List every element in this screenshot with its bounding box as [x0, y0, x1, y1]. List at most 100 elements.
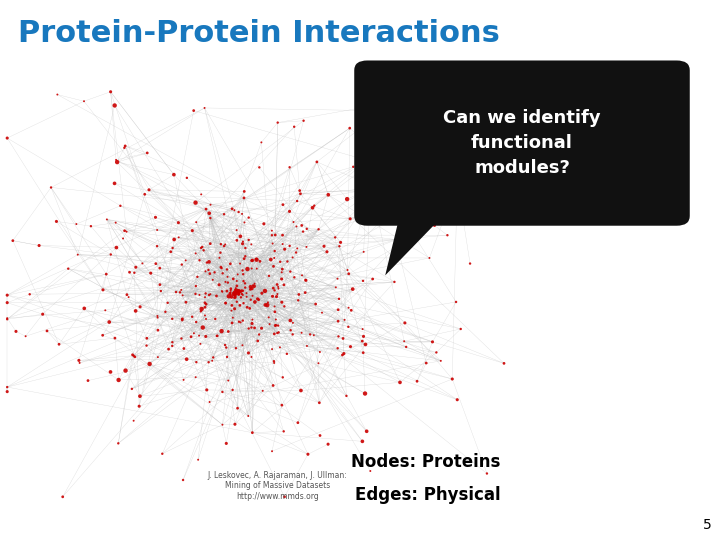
Point	[264, 320, 275, 328]
Point	[338, 349, 350, 358]
Point	[260, 301, 271, 309]
Point	[214, 253, 225, 262]
Point	[190, 318, 202, 326]
Point	[145, 269, 156, 278]
Point	[235, 287, 247, 296]
Point	[165, 247, 176, 256]
Point	[268, 357, 279, 366]
Point	[221, 265, 233, 274]
Point	[194, 340, 206, 348]
Point	[292, 296, 304, 305]
Point	[112, 158, 123, 166]
Point	[253, 295, 264, 304]
Point	[238, 277, 249, 286]
Point	[154, 280, 166, 289]
Point	[119, 144, 130, 152]
Point	[217, 269, 228, 278]
Point	[231, 276, 243, 285]
Point	[201, 386, 212, 394]
Point	[251, 255, 262, 264]
Point	[307, 204, 318, 212]
Point	[357, 325, 369, 333]
Point	[226, 301, 238, 310]
Point	[356, 203, 368, 212]
Point	[274, 343, 286, 352]
Point	[274, 258, 286, 266]
Point	[300, 276, 312, 285]
Point	[121, 227, 132, 236]
Point	[284, 207, 295, 215]
Point	[129, 268, 140, 277]
Point	[287, 253, 298, 262]
Point	[185, 333, 197, 341]
Point	[389, 98, 400, 106]
Point	[323, 440, 334, 449]
Point	[287, 319, 299, 327]
Point	[330, 233, 341, 242]
Point	[176, 316, 188, 325]
Point	[233, 290, 244, 299]
Point	[284, 267, 296, 276]
Point	[270, 321, 282, 329]
Point	[269, 231, 281, 239]
Point	[389, 278, 400, 286]
Point	[259, 287, 271, 295]
Point	[427, 338, 438, 346]
Point	[101, 215, 112, 224]
Point	[296, 221, 307, 230]
Point	[134, 392, 145, 401]
Point	[232, 270, 243, 279]
Point	[231, 287, 243, 296]
Point	[284, 316, 296, 325]
Text: Edges: Physical: Edges: Physical	[355, 485, 500, 503]
Point	[239, 279, 251, 288]
Point	[220, 341, 231, 349]
Point	[237, 266, 248, 275]
Point	[195, 307, 207, 315]
Point	[310, 300, 321, 308]
Point	[212, 332, 223, 340]
Point	[423, 254, 435, 262]
Point	[105, 87, 117, 96]
Point	[156, 449, 168, 458]
Point	[333, 306, 344, 314]
Point	[247, 256, 258, 265]
Point	[246, 323, 257, 332]
Point	[238, 254, 250, 263]
Point	[190, 373, 202, 382]
Point	[321, 247, 333, 256]
Point	[109, 179, 120, 188]
Point	[181, 355, 192, 363]
Point	[291, 222, 302, 231]
Point	[284, 163, 295, 172]
Point	[230, 293, 241, 302]
Point	[203, 291, 215, 299]
Point	[357, 348, 369, 357]
Point	[152, 312, 163, 320]
Point	[207, 275, 218, 284]
Point	[237, 291, 248, 299]
Point	[217, 421, 228, 429]
Point	[339, 315, 351, 324]
Point	[225, 290, 236, 299]
Point	[198, 246, 210, 255]
Point	[37, 310, 48, 319]
Point	[204, 214, 216, 222]
Point	[246, 240, 257, 249]
Point	[231, 281, 243, 290]
Point	[294, 186, 305, 195]
Point	[263, 313, 274, 322]
Point	[167, 244, 179, 252]
Point	[190, 198, 202, 207]
Point	[45, 183, 57, 192]
Point	[85, 222, 96, 231]
Point	[176, 260, 187, 269]
Point	[225, 285, 237, 293]
Point	[273, 328, 284, 336]
Point	[194, 256, 205, 265]
Text: 5: 5	[703, 518, 711, 532]
Point	[155, 287, 166, 295]
Point	[285, 326, 297, 335]
Point	[450, 298, 462, 306]
Point	[232, 404, 243, 413]
